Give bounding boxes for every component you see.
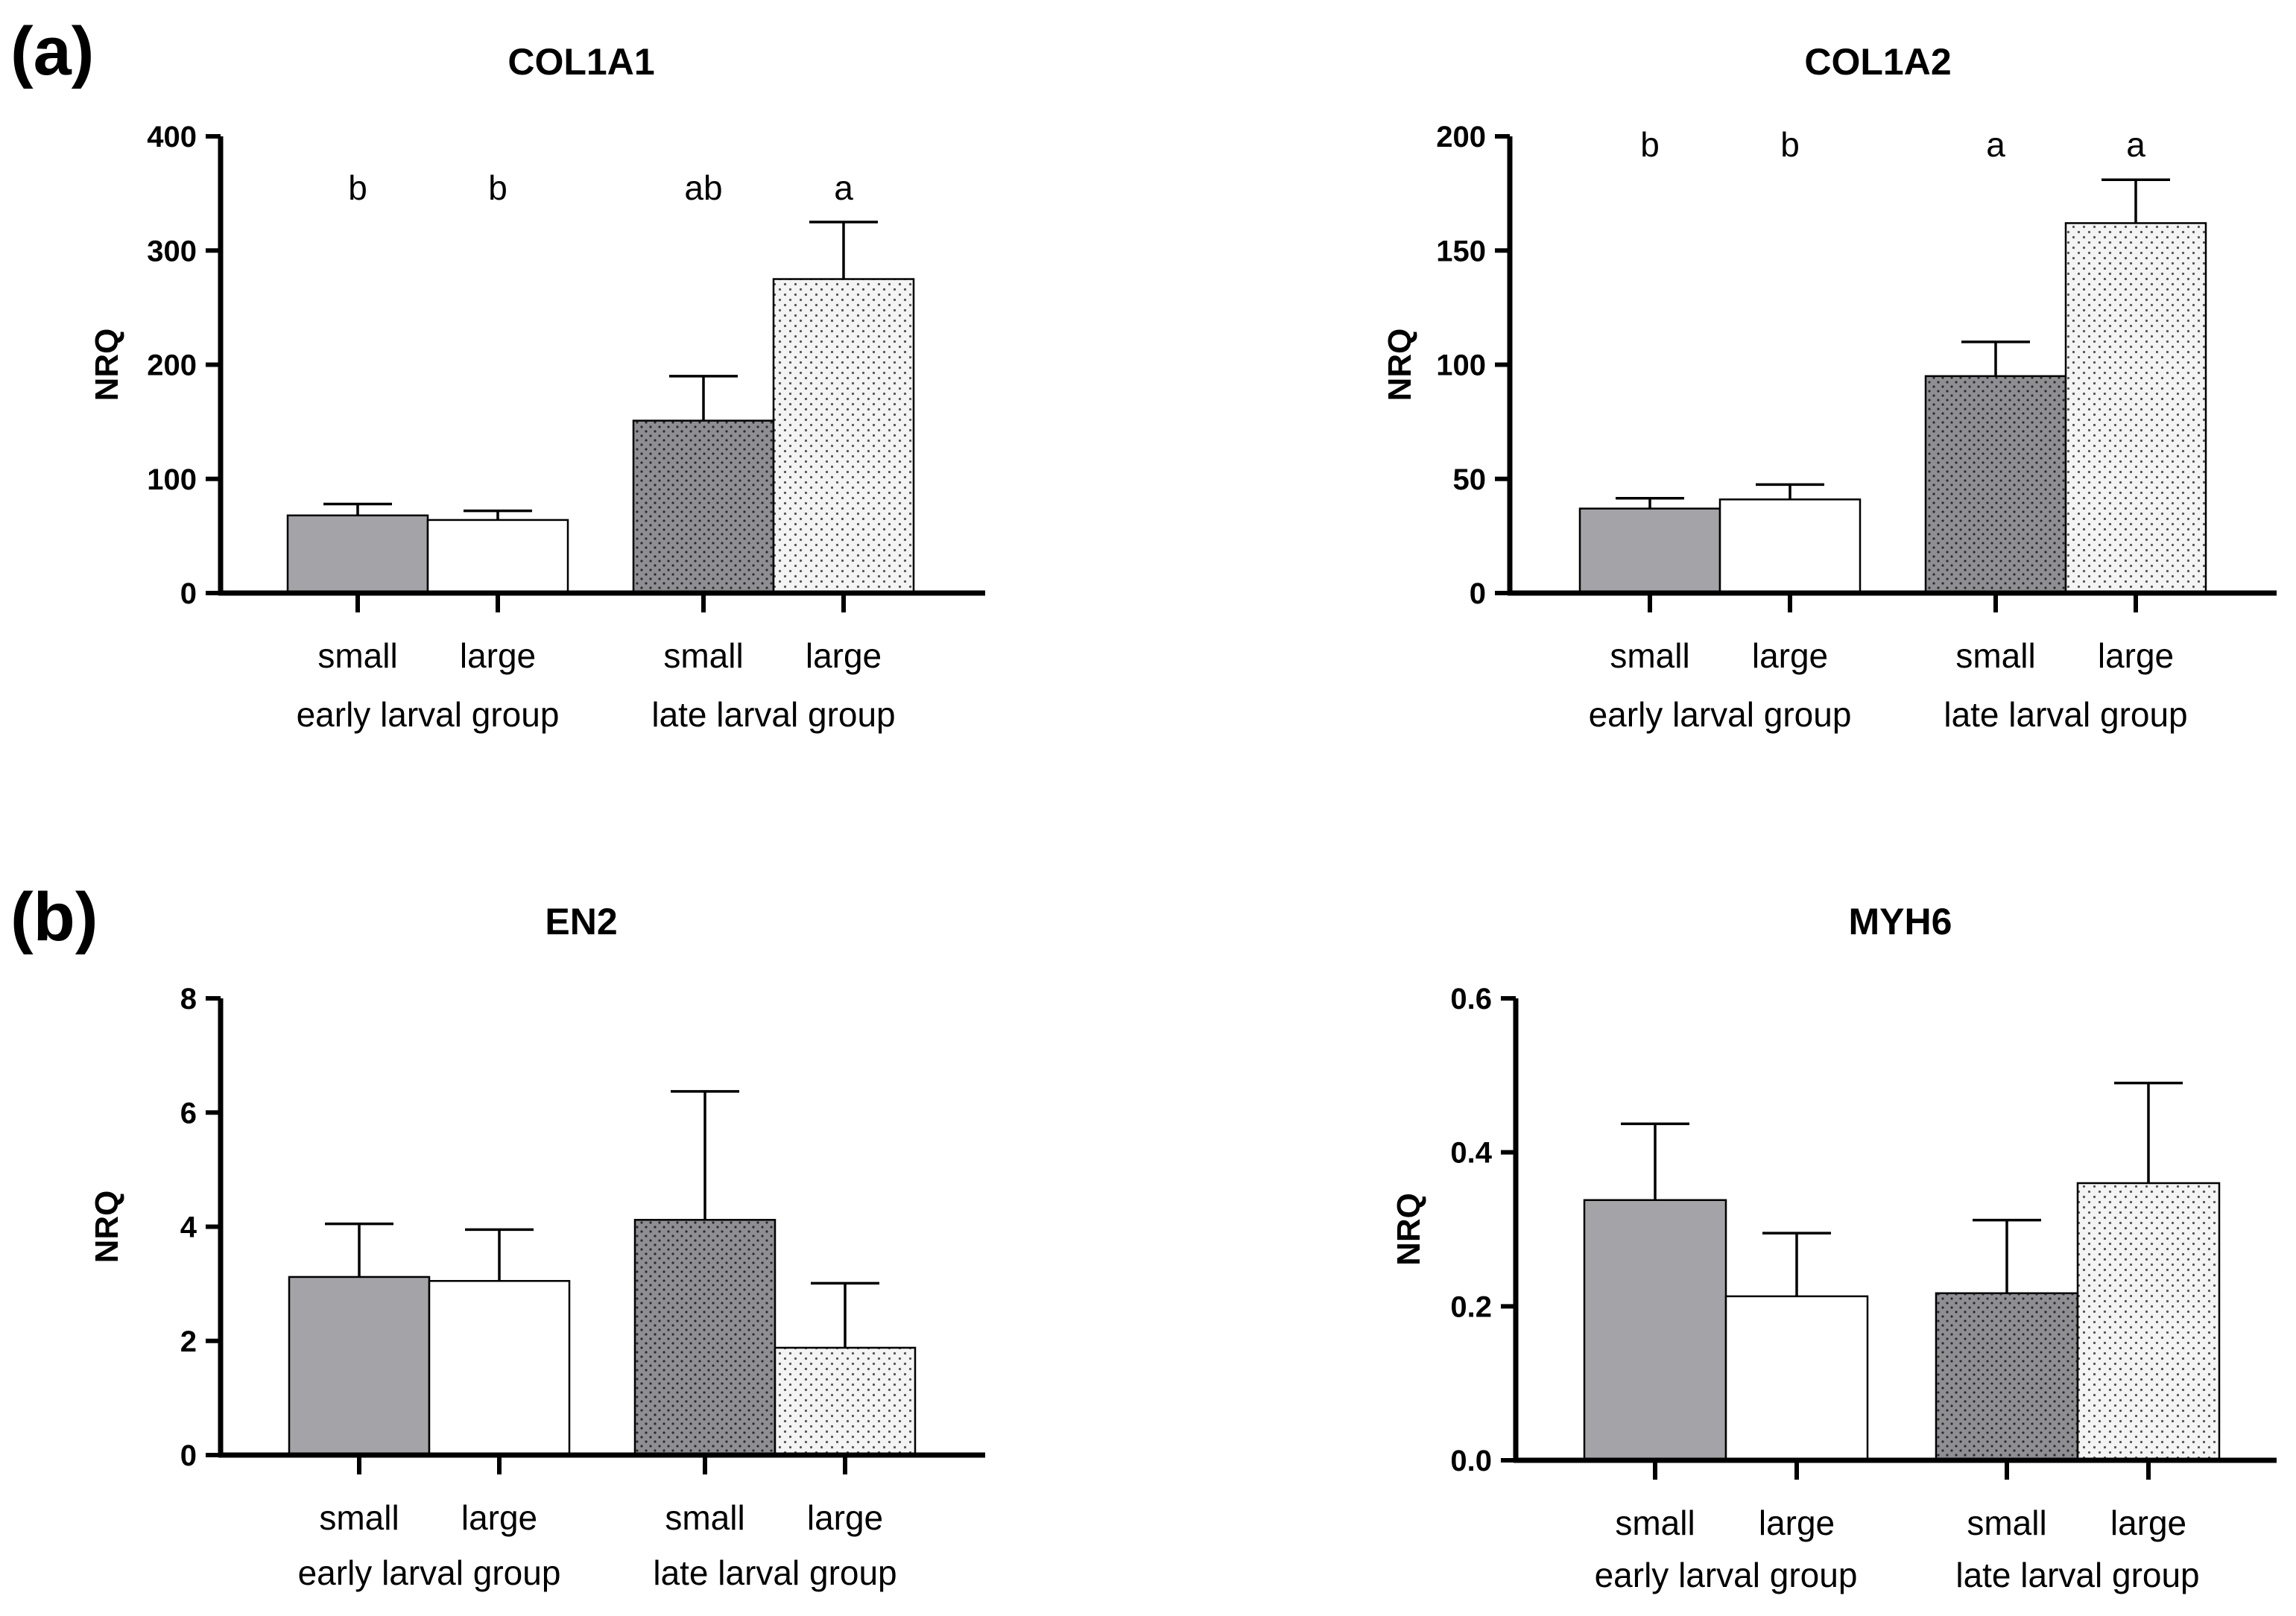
- y-tick-label: 0: [1470, 577, 1486, 610]
- y-axis-title: NRQ: [89, 329, 125, 402]
- significance-label-late-large: a: [2126, 125, 2145, 164]
- bar-early-small: [286, 514, 429, 595]
- chart-title: COL1A2: [1804, 41, 1951, 83]
- bar-late-small: [633, 1219, 777, 1457]
- significance-label-early-large: b: [488, 168, 507, 207]
- group-label-late: late larval group: [653, 1553, 896, 1592]
- y-tick-label: 2: [180, 1325, 197, 1358]
- chart-title: COL1A1: [507, 41, 654, 83]
- bar-late-large: [774, 1346, 917, 1457]
- category-label-early-small: small: [1610, 636, 1689, 675]
- chart-en2: EN2 NRQ 0 2 4 6 8 small large small large early lar…: [89, 901, 985, 1592]
- category-label-early-large: large: [461, 1498, 537, 1537]
- bar-early-large: [1724, 1295, 1869, 1462]
- significance-label-late-large: a: [834, 168, 853, 207]
- y-tick-label: 100: [1436, 349, 1486, 382]
- y-tick-label: 200: [147, 349, 197, 382]
- category-label-late-large: large: [2110, 1503, 2186, 1542]
- chart-col1a1: COL1A1 NRQ b b ab a 0 100 200 300 400 small large sma…: [89, 41, 985, 734]
- bar-late-large: [2076, 1182, 2221, 1462]
- bar-early-large: [426, 519, 569, 595]
- category-label-early-small: small: [317, 636, 397, 675]
- significance-label-early-large: b: [1780, 125, 1800, 164]
- y-axis-title: NRQ: [1391, 1193, 1427, 1266]
- group-label-late: late larval group: [651, 695, 895, 734]
- category-label-early-small: small: [1615, 1503, 1695, 1542]
- bar-late-small: [1924, 375, 2067, 595]
- chart-title: EN2: [545, 901, 617, 942]
- significance-label-early-small: b: [1640, 125, 1660, 164]
- chart-title: MYH6: [1849, 901, 1952, 942]
- y-tick-label: 8: [180, 983, 197, 1015]
- bar-early-large: [1718, 498, 1862, 595]
- significance-label-early-small: b: [348, 168, 367, 207]
- category-label-late-large: large: [2098, 636, 2174, 675]
- bar-early-large: [428, 1280, 571, 1457]
- y-tick-label: 100: [147, 463, 197, 496]
- y-tick-label: 0.0: [1450, 1445, 1492, 1477]
- significance-label-late-small: a: [1986, 125, 2005, 164]
- group-label-late: late larval group: [1944, 695, 2187, 734]
- y-tick-label: 0.4: [1450, 1137, 1492, 1170]
- category-label-late-small: small: [663, 636, 743, 675]
- category-label-early-large: large: [1752, 636, 1828, 675]
- category-label-late-small: small: [1955, 636, 2035, 675]
- chart-myh6: MYH6 NRQ 0.0 0.2 0.4 0.6 small large small large e…: [1391, 901, 2277, 1594]
- bar-late-large: [772, 278, 915, 595]
- category-label-early-large: large: [1759, 1503, 1835, 1542]
- y-tick-label: 150: [1436, 235, 1486, 267]
- y-tick-label: 6: [180, 1097, 197, 1129]
- significance-label-late-small: ab: [684, 168, 722, 207]
- category-label-early-large: large: [460, 636, 536, 675]
- category-label-late-small: small: [665, 1498, 744, 1537]
- group-label-early: early larval group: [297, 695, 560, 734]
- y-tick-label: 0.2: [1450, 1290, 1492, 1323]
- bar-early-small: [288, 1276, 431, 1457]
- y-tick-label: 4: [180, 1211, 197, 1244]
- group-label-early: early larval group: [298, 1553, 561, 1592]
- chart-col1a2: COL1A2 NRQ b b a a 0 50 100 150 200 small large small…: [1382, 41, 2277, 734]
- bar-late-small: [632, 419, 775, 595]
- bar-late-small: [1935, 1292, 2079, 1462]
- y-tick-label: 0.6: [1450, 983, 1492, 1015]
- panel-label-b: (b): [10, 879, 98, 955]
- category-label-early-small: small: [319, 1498, 399, 1537]
- group-label-early: early larval group: [1589, 695, 1852, 734]
- category-label-late-large: large: [807, 1498, 883, 1537]
- y-tick-label: 300: [147, 235, 197, 267]
- y-tick-label: 0: [180, 577, 197, 610]
- y-axis-title: NRQ: [1382, 329, 1418, 402]
- category-label-late-small: small: [1967, 1503, 2046, 1542]
- panel-label-a: (a): [10, 13, 94, 89]
- bar-late-large: [2064, 222, 2207, 595]
- y-tick-label: 0: [180, 1439, 197, 1472]
- group-label-late: late larval group: [1955, 1556, 2199, 1594]
- category-label-late-large: large: [806, 636, 882, 675]
- y-axis-title: NRQ: [89, 1191, 125, 1264]
- y-tick-label: 200: [1436, 121, 1486, 153]
- group-label-early: early larval group: [1595, 1556, 1858, 1594]
- bar-early-small: [1583, 1199, 1727, 1462]
- bar-early-small: [1578, 507, 1721, 595]
- y-tick-label: 400: [147, 121, 197, 153]
- y-tick-label: 50: [1453, 463, 1487, 496]
